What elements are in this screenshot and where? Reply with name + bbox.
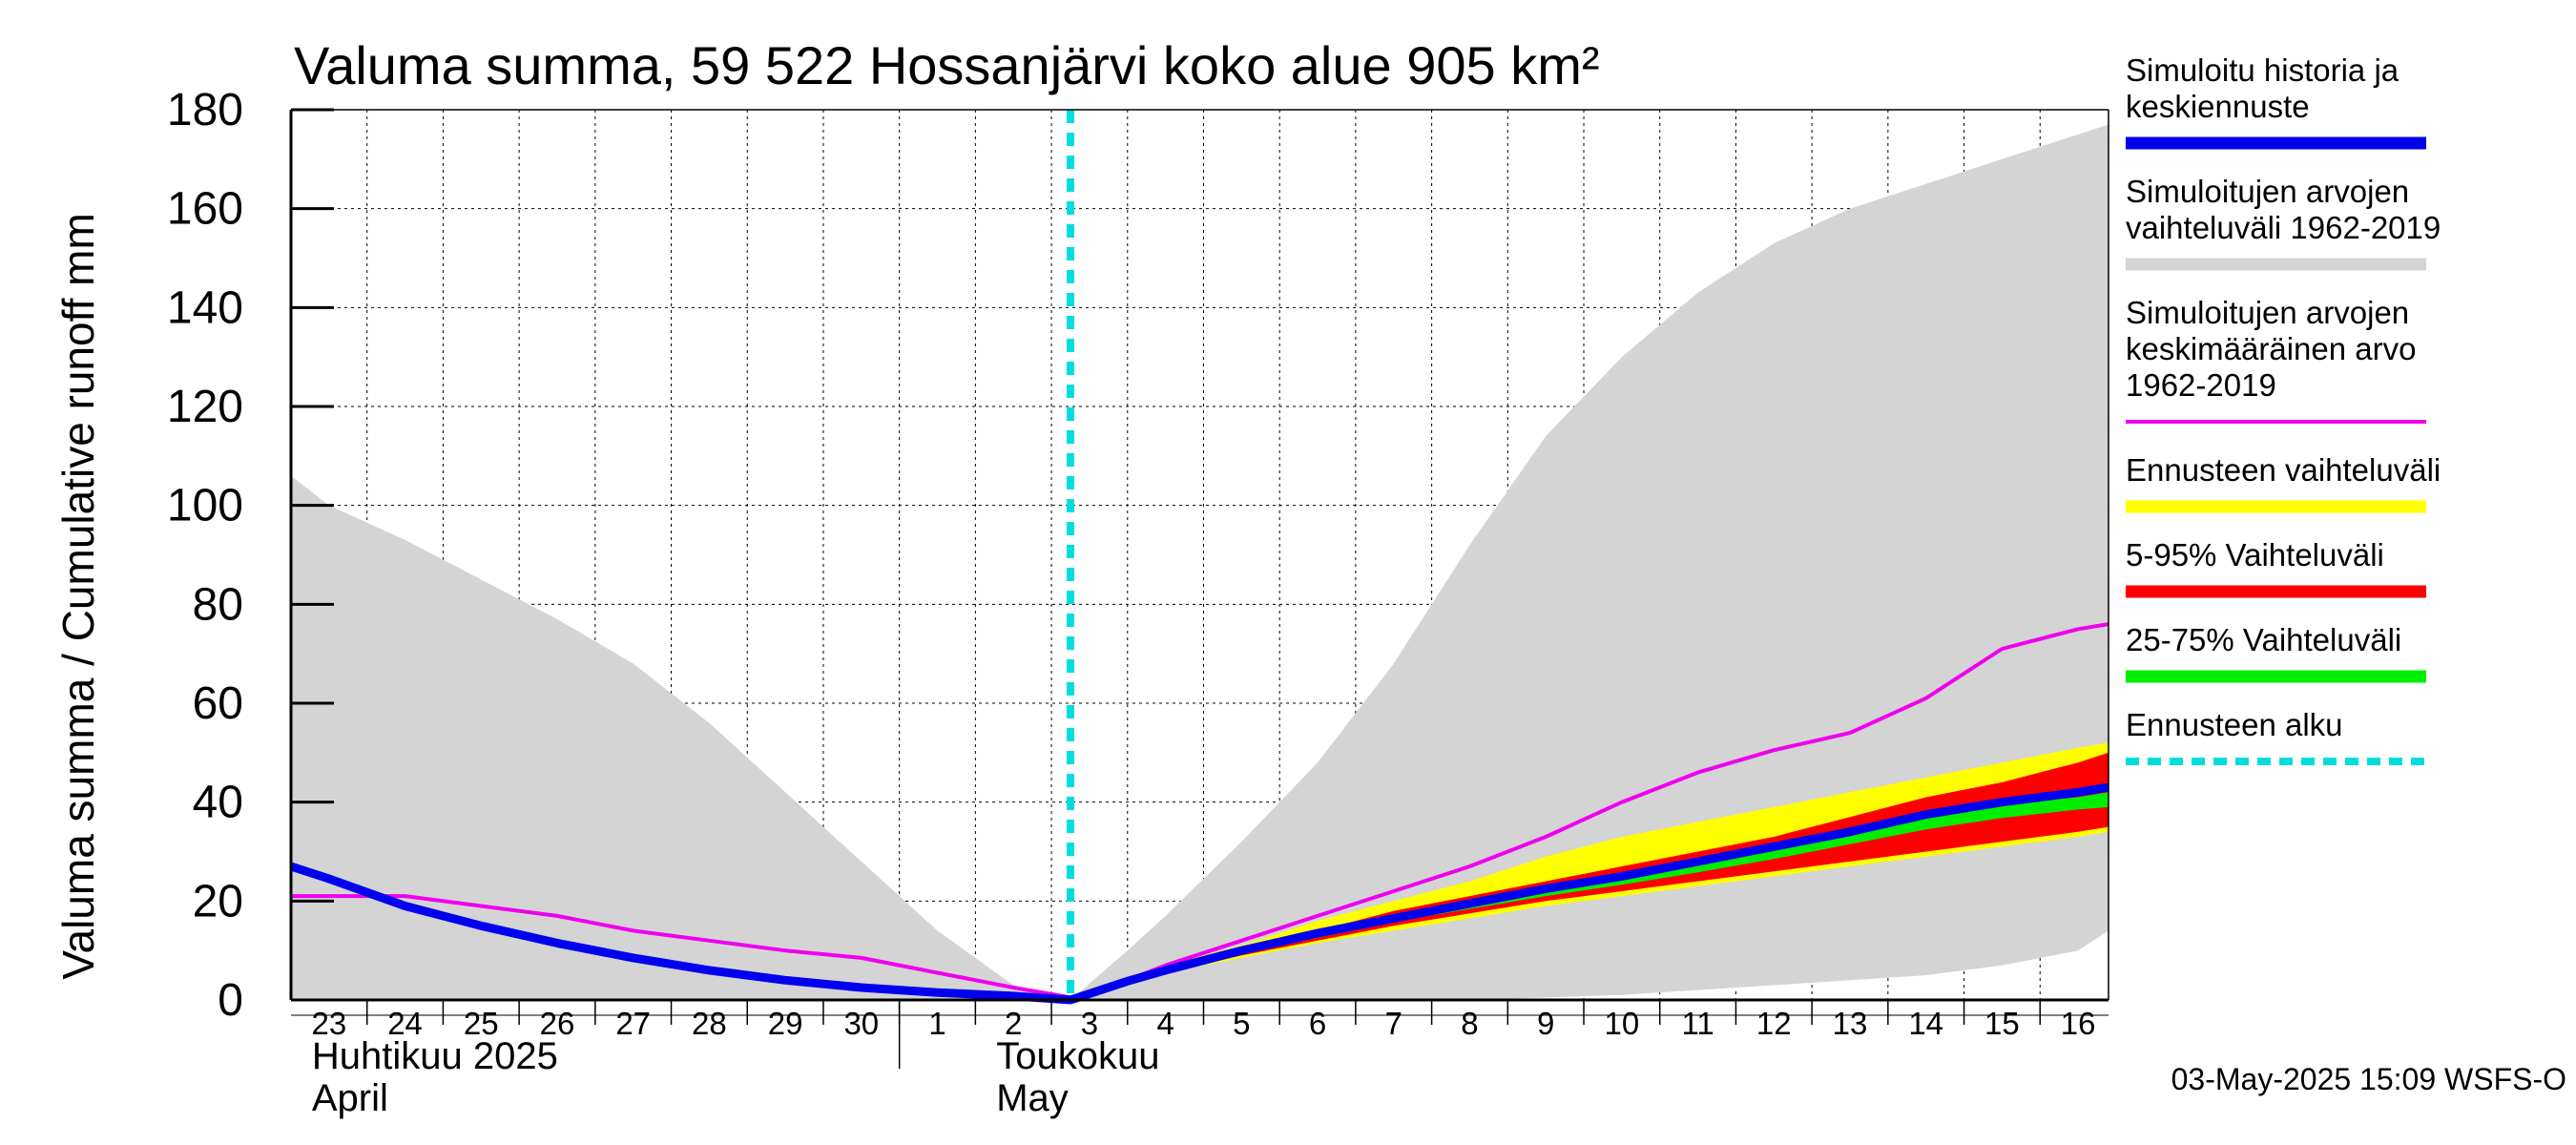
y-tick-label: 180 xyxy=(167,85,243,135)
legend-label: 25-75% Vaihteluväli xyxy=(2126,622,2401,657)
legend-label: 5-95% Vaihteluväli xyxy=(2126,537,2384,572)
plot-area xyxy=(289,109,2109,1005)
x-tick-label: 25 xyxy=(464,1006,499,1041)
y-tick-label: 160 xyxy=(167,184,243,235)
x-tick-label: 27 xyxy=(615,1006,651,1041)
x-tick-label: 12 xyxy=(1756,1006,1792,1041)
x-tick-label: 29 xyxy=(768,1006,803,1041)
x-tick-label: 16 xyxy=(2061,1006,2096,1041)
y-tick-label: 80 xyxy=(193,579,243,630)
y-tick-label: 100 xyxy=(167,481,243,531)
line-simuloitujen-arvojen-keskim-r-inen-arvo-1962-2019 xyxy=(291,622,2109,1000)
y-tick-label: 140 xyxy=(167,282,243,333)
x-tick-label: 3 xyxy=(1081,1006,1098,1041)
month-label-en: April xyxy=(312,1077,388,1119)
legend-label: Simuloitujen arvojen xyxy=(2126,295,2409,330)
y-tick-label: 0 xyxy=(218,975,243,1026)
x-tick-label: 5 xyxy=(1233,1006,1250,1041)
x-tick-label: 6 xyxy=(1309,1006,1326,1041)
legend-label: Ennusteen alku xyxy=(2126,707,2343,742)
timestamp-footer: 03-May-2025 15:09 WSFS-O xyxy=(2171,1062,2566,1096)
x-tick-label: 9 xyxy=(1537,1006,1554,1041)
x-tick-label: 11 xyxy=(1681,1006,1714,1041)
legend-label: keskimääräinen arvo xyxy=(2126,331,2416,366)
month-label: Huhtikuu 2025 xyxy=(312,1035,558,1077)
legend-label: Simuloitu historia ja xyxy=(2126,52,2399,88)
y-tick-label: 40 xyxy=(193,778,243,828)
legend: Simuloitu historia jakeskiennusteSimuloi… xyxy=(2126,52,2441,765)
y-axis-label: Valuma summa / Cumulative runoff mm xyxy=(53,213,103,980)
legend-item-ennusteen-alku: Ennusteen alku xyxy=(2126,707,2426,765)
x-tick-label: 30 xyxy=(843,1006,879,1041)
band-simuloitujen-arvojen-vaihteluv-li-1962-2019 xyxy=(291,124,2109,1001)
y-tick-label: 120 xyxy=(167,382,243,432)
x-tick-label: 28 xyxy=(692,1006,727,1041)
band-5-95-vaihteluv-li xyxy=(1070,752,2109,1000)
x-tick-label: 2 xyxy=(1005,1006,1022,1041)
legend-item-25-75-vaihteluv-li: 25-75% Vaihteluväli xyxy=(2126,622,2426,683)
x-tick-label: 1 xyxy=(928,1006,945,1041)
legend-item-5-95-vaihteluv-li: 5-95% Vaihteluväli xyxy=(2126,537,2426,598)
legend-label: Simuloitujen arvojen xyxy=(2126,174,2409,209)
x-tick-label: 14 xyxy=(1908,1006,1943,1041)
chart-title: Valuma summa, 59 522 Hossanjärvi koko al… xyxy=(294,35,1600,95)
line-simuloitu-historia-ja-keskiennuste xyxy=(289,782,2109,1005)
x-tick-label: 26 xyxy=(540,1006,575,1041)
legend-label: vaihteluväli 1962-2019 xyxy=(2126,210,2441,245)
x-tick-label: 15 xyxy=(1984,1006,2020,1041)
legend-label: keskiennuste xyxy=(2126,89,2310,124)
month-label-en: May xyxy=(996,1077,1069,1119)
legend-label: 1962-2019 xyxy=(2126,367,2276,403)
legend-label: Ennusteen vaihteluväli xyxy=(2126,452,2441,488)
legend-item-ennusteen-vaihteluv-li: Ennusteen vaihteluväli xyxy=(2126,452,2441,513)
y-tick-label: 20 xyxy=(193,876,243,926)
x-tick-label: 4 xyxy=(1156,1006,1174,1041)
x-tick-label: 23 xyxy=(311,1006,346,1041)
x-tick-label: 13 xyxy=(1833,1006,1868,1041)
month-label: Toukokuu xyxy=(996,1035,1159,1077)
x-tick-label: 8 xyxy=(1461,1006,1478,1041)
x-tick-label: 7 xyxy=(1385,1006,1402,1041)
band-25-75-vaihteluv-li xyxy=(1070,792,2109,1000)
y-tick-label: 60 xyxy=(193,678,243,729)
x-tick-label: 24 xyxy=(387,1006,423,1041)
x-tick-label: 10 xyxy=(1605,1006,1640,1041)
